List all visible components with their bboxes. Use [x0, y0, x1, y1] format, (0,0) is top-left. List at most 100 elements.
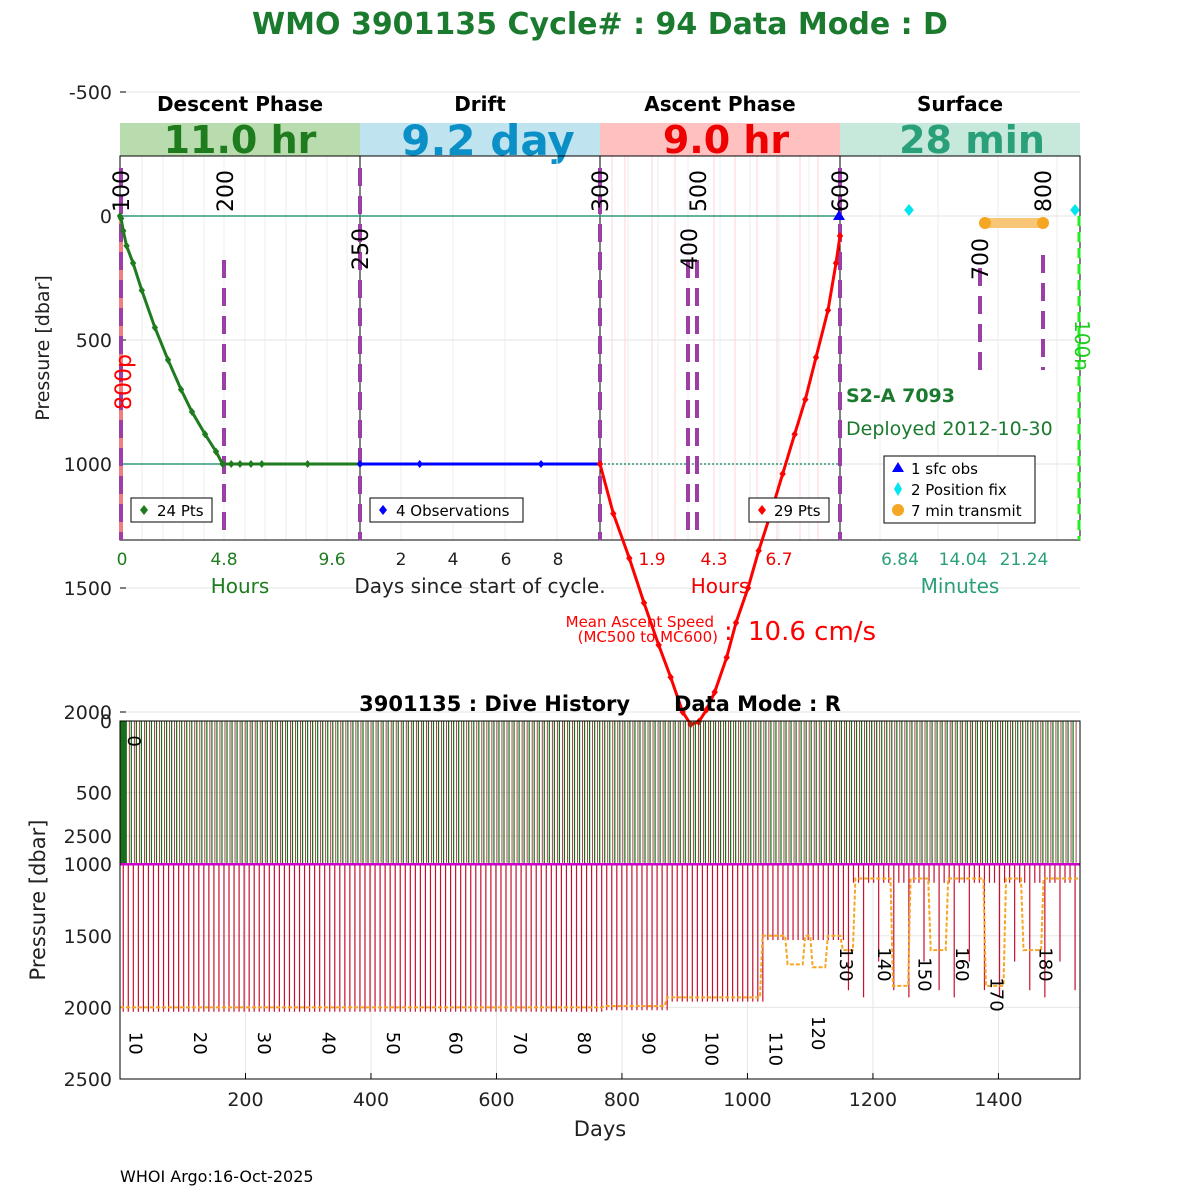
float-model: S2-A 7093 [846, 385, 955, 407]
top-x-tick-label: 2 [396, 550, 407, 570]
drift-phase-heading: Drift [454, 92, 506, 116]
transmit-start-dot [979, 217, 991, 229]
sfc-obs-triangle-icon [892, 462, 904, 472]
transmit-dot-icon [892, 504, 904, 516]
cycle-number-label: 130 [835, 947, 856, 981]
mission-code-label: 800 [1032, 170, 1057, 212]
mission-code-label: 300 [589, 170, 614, 212]
descent-point [151, 323, 159, 332]
figure-title: WMO 3901135 Cycle# : 94 Data Mode : D [252, 7, 948, 42]
bottom-plot-frame [119, 720, 1081, 1080]
descent-point [138, 286, 146, 295]
transmit-end-dot [1037, 217, 1049, 229]
top-y-tick-label: 2000 [64, 702, 112, 724]
top-y-axis: -500 0 500 1000 1500 2000 2500 [64, 82, 126, 848]
drift-point [537, 460, 545, 468]
ascent-point [779, 469, 786, 478]
descent-point [129, 259, 137, 268]
mission-code-label: 600 [829, 170, 854, 212]
bottom-y-tick-label: 1000 [64, 854, 112, 876]
cycle-number-label: 170 [986, 977, 1007, 1011]
top-data: 100 200 250 300 400 500 600 700 800 800p 100n [110, 168, 1094, 729]
ascent-point [812, 353, 820, 362]
surface-legend: 1 sfc obs 2 Position fix 7 min transmit [883, 455, 1036, 524]
cycle-number-label: 180 [1034, 947, 1055, 981]
descent-point [247, 460, 255, 468]
ascent-point [703, 705, 710, 714]
top-y-tick-label: 1500 [64, 578, 112, 600]
ascent-phase-heading: Ascent Phase [644, 92, 795, 116]
descent-point [177, 385, 185, 394]
descent-x-unit: Hours [211, 574, 270, 598]
bottom-data: 0 10 20 30 40 50 60 70 80 90 100 110 120 130 140 150 160… [120, 721, 1080, 1066]
drift-point [416, 460, 423, 468]
first-cycle-descent [120, 721, 126, 865]
drift-legend-text: 4 Observations [396, 502, 510, 520]
bottom-x-tick-label: 1000 [723, 1089, 771, 1111]
cycle-number-label: 30 [253, 1032, 274, 1055]
ascent-x-unit: Hours [691, 574, 750, 598]
position-fix-marker [1070, 204, 1080, 216]
cycle-number-label: 0 [123, 735, 144, 746]
top-y-tick-label: 0 [100, 206, 112, 228]
ascent-point [610, 509, 617, 518]
drift-duration-band [360, 123, 600, 156]
descent-duration-band [120, 123, 360, 156]
dive-history-title: 3901135 : Dive History Data Mode : R [359, 692, 841, 716]
ascent-speed-colon: : [724, 617, 733, 647]
footer-credit: WHOI Argo:16-Oct-2025 [120, 1167, 314, 1186]
surface-phase-heading: Surface [917, 92, 1003, 116]
top-x-tick-label: 4 [448, 550, 459, 570]
mission-code-label: 700 [969, 238, 994, 280]
bottom-y-tick-label: 1500 [64, 926, 112, 948]
top-grid [120, 91, 1080, 837]
top-x-axis: 0 4.8 9.6 2 4 6 8 1.9 4.3 6.7 6.84 14.04 21.24 [117, 550, 1049, 570]
bottom-x-tick-label: 600 [478, 1089, 514, 1111]
ascent-point [679, 708, 686, 716]
descent-duration: 11.0 hr [164, 118, 317, 162]
ascent-point [626, 554, 633, 563]
bottom-axes: 200 400 600 800 1000 1200 14000500100015002000… [64, 711, 1023, 1111]
position-fix-diamond-icon [894, 482, 902, 496]
ascent-point [732, 618, 740, 627]
top-x-tick-label: 4.3 [700, 550, 727, 570]
bottom-x-tick-label: 400 [353, 1089, 389, 1111]
surface-duration-band [840, 123, 1080, 156]
descent-point [258, 460, 266, 468]
descent-point [304, 460, 311, 468]
descent-legend-marker-icon [140, 505, 148, 515]
cycle-number-label: 10 [125, 1032, 146, 1055]
ascent-point [711, 688, 718, 697]
descent-point [212, 447, 220, 456]
ascent-point [832, 259, 840, 268]
drift-point [356, 460, 364, 468]
descent-legend: 24 Pts [130, 497, 213, 523]
top-x-tick-label: 21.24 [1000, 550, 1049, 570]
ascent-point [836, 231, 844, 240]
drift-duration: 9.2 day [401, 116, 575, 165]
ascent-point [655, 641, 662, 650]
bottom-y-tick-label: 2000 [64, 997, 112, 1019]
surface-x-unit: Minutes [921, 574, 1000, 598]
ascent-point [667, 673, 674, 682]
top-x-tick-label: 6 [501, 550, 512, 570]
bottom-y-tick-label: 500 [76, 783, 112, 805]
bottom-x-tick-label: 1200 [849, 1089, 897, 1111]
top-x-tick-label: 4.8 [210, 550, 237, 570]
mission-code-label: 200 [214, 170, 239, 212]
cycle-number-label: 140 [873, 947, 894, 981]
mission-code-label: 400 [678, 228, 703, 270]
ascent-duration-band [600, 123, 840, 156]
surface-legend-transmit: 7 min transmit [911, 502, 1022, 520]
top-y-axis-label: Pressure [dbar] [32, 275, 54, 421]
mission-code-label: 100 [110, 170, 135, 212]
ascent-speed-value: 10.6 cm/s [748, 617, 876, 647]
ascent-point [755, 546, 762, 555]
ascent-point [791, 430, 798, 439]
ascent-legend-text: 29 Pts [774, 502, 821, 520]
top-x-tick-label: 8 [553, 550, 564, 570]
cycle-number-label: 100 [700, 1032, 721, 1066]
bottom-y-axis-label: Pressure [dbar] [26, 820, 50, 981]
top-x-tick-label: 0 [117, 550, 128, 570]
